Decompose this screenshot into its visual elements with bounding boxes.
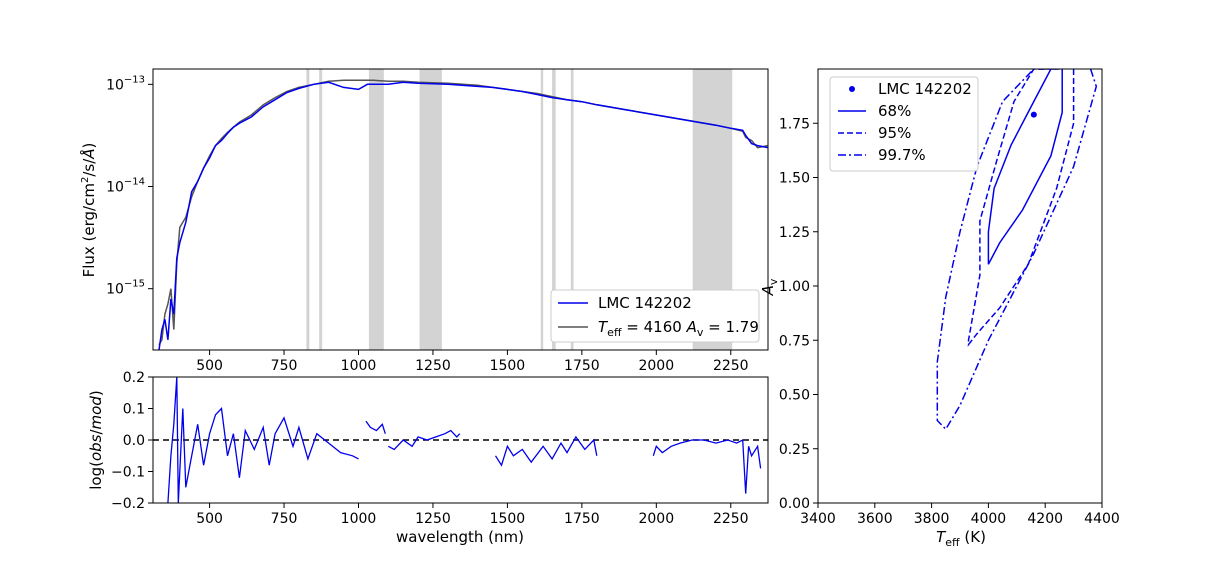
x-tick-label: 500 [196,358,223,374]
x-tick-label: 3400 [800,511,836,527]
contour-y-ticks: 0.00 0.25 0.50 0.75 1.00 1.25 1.50 1.75 [779,116,818,512]
residual-panel: 0.2 0.1 0.0 −0.1 −0.2 500 750 1000 1250 1500 1750… [87,370,769,546]
residual-x-label: wavelength (nm) [396,528,524,546]
y-tick-label: 0.1 [123,402,145,418]
x-tick-label: 2000 [638,358,674,374]
y-tick-label: 0.00 [779,496,810,512]
y-tick-label: 1.25 [779,225,810,241]
y-tick-label: 0.0 [123,433,145,449]
masked-band-3 [419,69,442,350]
x-tick-label: 4000 [971,511,1007,527]
legend-label: LMC 142202 [878,80,972,98]
y-tick-label: 1.50 [779,171,810,187]
spectrum-frame [152,68,769,351]
contour-y-label: Av [759,278,780,296]
y-tick-label: 0.25 [779,442,810,458]
residual-segment-1 [365,420,386,434]
x-tick-label: 1000 [341,511,377,527]
x-tick-label: 2000 [638,511,674,527]
contour-solid [987,69,1063,265]
contour-dashdot [936,69,1098,431]
y-tick-label: 0.2 [123,370,145,386]
residual-segment-4 [652,438,762,494]
x-tick-label: 1250 [415,358,451,374]
spectrum-legend: LMC 142202 Teff = 4160 Av = 1.79 [550,289,760,343]
x-tick-label: 1250 [415,511,451,527]
spectrum-x-ticks: 500 750 1000 1250 1500 1750 2000 2250 [196,350,749,374]
contour-lines [936,69,1098,431]
x-tick-label: 2250 [713,358,749,374]
residual-y-ticks: 0.2 0.1 0.0 −0.1 −0.2 [111,370,153,512]
y-tick-label: −0.2 [111,496,145,512]
residual-segment-3 [494,435,598,467]
y-tick-label: 1.75 [779,116,810,132]
masked-band-6 [570,69,574,350]
spectrum-lines [158,79,768,350]
x-tick-label: 3600 [857,511,893,527]
legend-label: Teff = 4160 Av = 1.79 [598,318,759,339]
spectrum-y-ticks: 10−13 10−14 10−15 [106,74,153,298]
masked-bands [306,69,733,350]
x-tick-label: 1750 [564,511,600,527]
y-tick-label: 10−14 [106,177,145,196]
y-tick-label: 0.50 [779,388,810,404]
x-tick-label: 750 [271,511,298,527]
x-tick-label: 500 [196,511,223,527]
x-tick-label: 1500 [490,511,526,527]
residual-x-ticks: 500 750 1000 1250 1500 1750 2000 2250 [196,503,749,527]
legend-label: LMC 142202 [598,294,692,312]
x-tick-label: 750 [271,358,298,374]
x-tick-label: 1000 [341,358,377,374]
x-tick-label: 2250 [713,511,749,527]
masked-band-2 [368,69,384,350]
masked-band-1 [319,69,323,350]
y-tick-label: −0.1 [111,465,145,481]
masked-band-0 [306,69,310,350]
legend-label: 95% [878,124,911,142]
legend-box [550,289,760,343]
y-tick-label: 10−15 [106,279,145,298]
contour-legend: LMC 142202 68% 95% 99.7% [829,76,979,172]
residual-y-label: log(obs/mod) [87,390,105,489]
masked-band-5 [552,69,556,350]
contour-x-ticks: 3400 3600 3800 4000 4200 4400 [800,503,1120,527]
x-tick-label: 1500 [490,358,526,374]
spectrum-y-label: Flux (erg/cm2/s/Å) [79,143,98,278]
legend-marker [849,86,855,92]
y-tick-label: 10−13 [106,74,145,93]
legend-label: 99.7% [878,146,926,164]
best-fit-point [1030,111,1037,118]
y-tick-label: 1.00 [779,279,810,295]
series-observed [158,81,768,350]
contour-panel: 0.00 0.25 0.50 0.75 1.00 1.25 1.50 1.75 3400 360… [759,68,1120,549]
legend-label: 68% [878,102,911,120]
residual-segment-0 [167,377,359,503]
x-tick-label: 3800 [914,511,950,527]
x-tick-label: 4200 [1027,511,1063,527]
contour-x-label: Teff (K) [936,528,986,549]
contour-dashed [967,69,1075,347]
residual-lines [153,377,768,503]
legend-box [829,76,979,172]
x-tick-label: 4400 [1084,511,1120,527]
spectrum-panel: 10−13 10−14 10−15 500 750 1000 1250 1500 1750 20… [79,68,769,374]
residual-segment-2 [387,429,461,451]
masked-band-4 [540,69,544,350]
y-tick-label: 0.75 [779,333,810,349]
x-tick-label: 1750 [564,358,600,374]
